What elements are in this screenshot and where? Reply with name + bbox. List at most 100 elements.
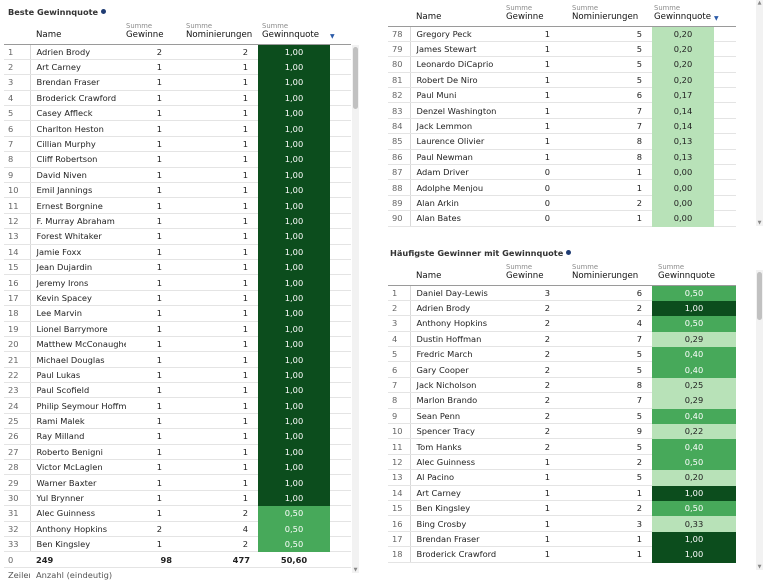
table-row[interactable]: 2 Art Carney 1 1 1,00 [4, 59, 351, 76]
scroll-down-icon[interactable]: ▼ [757, 220, 762, 226]
table-row[interactable]: 15 Jean Dujardin 1 1 1,00 [4, 259, 351, 276]
table-row[interactable]: 4 Dustin Hoffman 2 7 0,29 [388, 331, 736, 348]
table-row[interactable]: 33 Ben Kingsley 1 2 0,50 [4, 536, 351, 553]
info-icon[interactable] [566, 250, 572, 255]
table-row[interactable]: 15 Ben Kingsley 1 2 0,50 [388, 500, 736, 517]
table-row[interactable]: 88 Adolphe Menjou 0 1 0,00 [388, 179, 736, 196]
header-nominations[interactable]: Summe Nominierungen [560, 261, 652, 286]
table-row[interactable]: 26 Ray Milland 1 1 1,00 [4, 428, 351, 445]
table-row[interactable]: 82 Paul Muni 1 6 0,17 [388, 87, 736, 104]
table-row[interactable]: 81 Robert De Niro 1 5 0,20 [388, 72, 736, 89]
table-row[interactable]: 90 Alan Bates 0 1 0,00 [388, 210, 736, 227]
table-row[interactable]: 7 Cillian Murphy 1 1 1,00 [4, 136, 351, 153]
header-win-rate[interactable]: Summe Gewinnquote [258, 20, 330, 45]
table-row[interactable]: 3 Brendan Fraser 1 1 1,00 [4, 74, 351, 91]
table-row[interactable]: 14 Jamie Foxx 1 1 1,00 [4, 244, 351, 260]
table-row[interactable]: 6 Charlton Heston 1 1 1,00 [4, 120, 351, 137]
row-index: 17 [4, 290, 31, 307]
table-row[interactable]: 2 Adrien Brody 2 2 1,00 [388, 300, 736, 317]
table-row[interactable]: 80 Leonardo DiCaprio 1 5 0,20 [388, 56, 736, 73]
table-row[interactable]: 12 Alec Guinness 1 2 0,50 [388, 454, 736, 471]
win-rate-panel-scrolled: Name Summe Gewinne Summe Nominierungen Sum… [386, 0, 768, 230]
sort-desc-icon[interactable]: ▼ [714, 2, 736, 27]
header-wins[interactable]: Summe Gewinne [506, 2, 560, 27]
row-nominations: 1 [172, 59, 258, 76]
header-wins[interactable]: Summe Gewinne [126, 20, 172, 45]
table-row[interactable]: 6 Gary Cooper 2 5 0,40 [388, 361, 736, 378]
header-win-rate[interactable]: Summe Gewinnquote [652, 261, 736, 286]
table-row[interactable]: 8 Cliff Robertson 1 1 1,00 [4, 151, 351, 168]
table-row[interactable]: 18 Broderick Crawford 1 1 1,00 [388, 546, 736, 563]
row-win-rate: 1,00 [258, 197, 330, 214]
table-row[interactable]: 89 Alan Arkin 0 2 0,00 [388, 195, 736, 212]
header-name[interactable]: Name [410, 261, 506, 286]
table-row[interactable]: 16 Bing Crosby 1 3 0,33 [388, 515, 736, 532]
info-icon[interactable] [101, 9, 107, 14]
top-right-scrollbar[interactable]: ▲ ▼ [756, 0, 763, 226]
table-row[interactable]: 27 Roberto Benigni 1 1 1,00 [4, 444, 351, 461]
table-row[interactable]: 17 Kevin Spacey 1 1 1,00 [4, 290, 351, 307]
scroll-down-icon[interactable]: ▼ [353, 567, 358, 573]
table-row[interactable]: 28 Victor McLaglen 1 1 1,00 [4, 459, 351, 476]
scroll-down-icon[interactable]: ▼ [757, 564, 762, 570]
row-win-rate: 0,50 [258, 505, 330, 522]
table-row[interactable]: 9 Sean Penn 2 5 0,40 [388, 408, 736, 425]
table-row[interactable]: 87 Adam Driver 0 1 0,00 [388, 164, 736, 181]
header-name[interactable]: Name [410, 2, 506, 27]
header-win-rate[interactable]: Summe Gewinnquote [652, 2, 714, 27]
table-row[interactable]: 7 Jack Nicholson 2 8 0,25 [388, 377, 736, 394]
table-row[interactable]: 11 Tom Hanks 2 5 0,40 [388, 438, 736, 455]
table-row[interactable]: 12 F. Murray Abraham 1 1 1,00 [4, 213, 351, 230]
table-row[interactable]: 1 Adrien Brody 2 2 1,00 [4, 44, 351, 60]
table-row[interactable]: 25 Rami Malek 1 1 1,00 [4, 413, 351, 430]
table-row[interactable]: 14 Art Carney 1 1 1,00 [388, 485, 736, 501]
table-row[interactable]: 79 James Stewart 1 5 0,20 [388, 41, 736, 58]
table-row[interactable]: 10 Emil Jannings 1 1 1,00 [4, 182, 351, 199]
scroll-up-icon[interactable]: ▲ [757, 0, 762, 6]
table-row[interactable]: 30 Yul Brynner 1 1 1,00 [4, 490, 351, 507]
table-row[interactable]: 23 Paul Scofield 1 1 1,00 [4, 382, 351, 399]
table-row[interactable]: 85 Laurence Olivier 1 8 0,13 [388, 133, 736, 150]
table-row[interactable]: 20 Matthew McConaughey 1 1 1,00 [4, 336, 351, 353]
table-row[interactable]: 13 Forest Whitaker 1 1 1,00 [4, 228, 351, 245]
header-wins[interactable]: Summe Gewinne [506, 261, 560, 286]
table-row[interactable]: 9 David Niven 1 1 1,00 [4, 167, 351, 184]
table-row[interactable]: 78 Gregory Peck 1 5 0,20 [388, 26, 736, 42]
bottom-right-scrollbar[interactable]: ▼ [756, 270, 763, 570]
row-win-rate: 0,50 [652, 500, 736, 517]
left-scrollbar-thumb[interactable] [353, 47, 358, 109]
table-row[interactable]: 4 Broderick Crawford 1 1 1,00 [4, 90, 351, 107]
row-index: 29 [4, 474, 31, 491]
table-row[interactable]: 1 Daniel Day-Lewis 3 6 0,50 [388, 285, 736, 301]
table-row[interactable]: 17 Brendan Fraser 1 1 1,00 [388, 531, 736, 548]
table-row[interactable]: 29 Warner Baxter 1 1 1,00 [4, 474, 351, 491]
header-name[interactable]: Name [30, 20, 126, 45]
table-row[interactable]: 11 Ernest Borgnine 1 1 1,00 [4, 197, 351, 214]
table-row[interactable]: 16 Jeremy Irons 1 1 1,00 [4, 274, 351, 291]
table-row[interactable]: 32 Anthony Hopkins 2 4 0,50 [4, 521, 351, 538]
table-row[interactable]: 83 Denzel Washington 1 7 0,14 [388, 102, 736, 119]
table-row[interactable]: 3 Anthony Hopkins 2 4 0,50 [388, 315, 736, 332]
header-nominations[interactable]: Summe Nominierungen [172, 20, 258, 45]
table-row[interactable]: 13 Al Pacino 1 5 0,20 [388, 469, 736, 486]
row-win-rate: 0,00 [652, 195, 714, 212]
bottom-right-scrollbar-thumb[interactable] [757, 272, 762, 320]
table-row[interactable]: 10 Spencer Tracy 2 9 0,22 [388, 423, 736, 440]
table-row[interactable]: 86 Paul Newman 1 8 0,13 [388, 149, 736, 166]
sort-desc-icon[interactable]: ▼ [330, 20, 351, 45]
row-wins: 1 [506, 102, 560, 119]
table-row[interactable]: 18 Lee Marvin 1 1 1,00 [4, 305, 351, 322]
table-row[interactable]: 22 Paul Lukas 1 1 1,00 [4, 367, 351, 384]
table-row[interactable]: 21 Michael Douglas 1 1 1,00 [4, 351, 351, 368]
table-row[interactable]: 31 Alec Guinness 1 2 0,50 [4, 505, 351, 522]
row-name: Art Carney [30, 59, 126, 76]
table-row[interactable]: 19 Lionel Barrymore 1 1 1,00 [4, 321, 351, 337]
row-win-rate: 0,13 [652, 133, 714, 150]
table-row[interactable]: 5 Casey Affleck 1 1 1,00 [4, 105, 351, 122]
header-nominations[interactable]: Summe Nominierungen [560, 2, 652, 27]
table-row[interactable]: 8 Marlon Brando 2 7 0,29 [388, 392, 736, 409]
table-row[interactable]: 5 Fredric March 2 5 0,40 [388, 346, 736, 363]
table-row[interactable]: 84 Jack Lemmon 1 7 0,14 [388, 118, 736, 135]
left-scrollbar[interactable]: ▼ [352, 45, 359, 573]
